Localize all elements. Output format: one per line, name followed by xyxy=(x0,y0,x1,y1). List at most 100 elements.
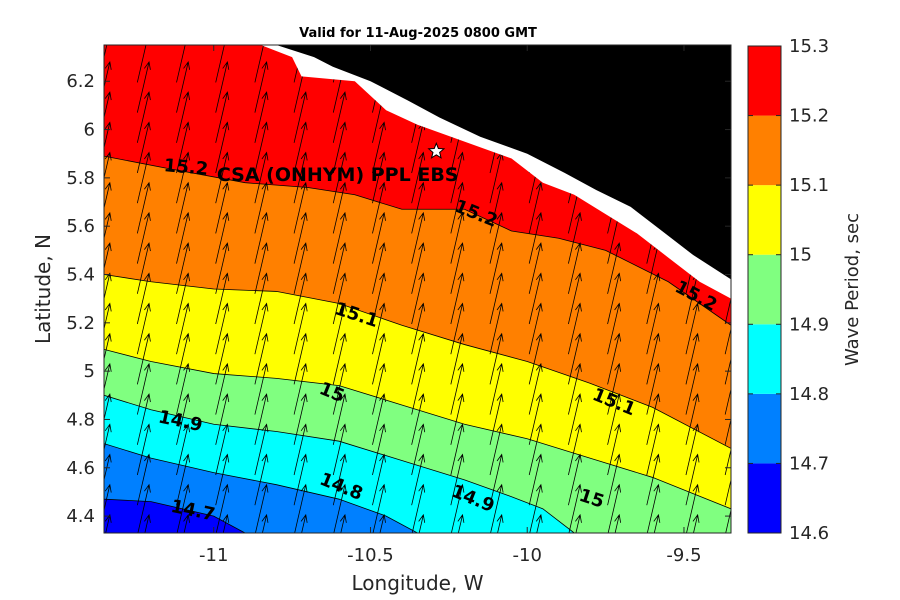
colorbar-frame xyxy=(747,45,782,534)
arrow xyxy=(254,45,264,83)
arrow xyxy=(332,423,347,476)
arrow xyxy=(332,242,347,294)
arrow xyxy=(333,483,347,533)
arrow xyxy=(411,332,426,385)
arrow xyxy=(489,211,504,264)
arrow xyxy=(535,513,543,533)
arrow xyxy=(450,272,465,325)
arrow xyxy=(254,393,269,445)
arrow xyxy=(176,272,190,325)
arrow xyxy=(215,151,230,204)
arrow xyxy=(411,302,426,355)
arrow xyxy=(176,453,190,506)
contour-line-15.1 xyxy=(104,274,731,449)
arrow xyxy=(411,362,426,415)
arrow xyxy=(293,362,308,415)
arrow xyxy=(489,453,504,506)
arrow xyxy=(607,332,622,385)
colorbar-swatch xyxy=(748,393,781,464)
arrow xyxy=(176,483,190,533)
arrow xyxy=(372,483,386,533)
arrow xyxy=(176,302,190,355)
arrow xyxy=(176,121,190,174)
arrow xyxy=(176,332,190,385)
arrow xyxy=(176,393,190,445)
arrow xyxy=(136,272,151,325)
arrow xyxy=(215,362,230,415)
arrow xyxy=(332,91,347,143)
arrow xyxy=(372,362,386,415)
arrow xyxy=(450,393,465,445)
land-mass xyxy=(276,45,731,280)
arrow xyxy=(136,242,151,294)
colorbar-swatch xyxy=(748,324,781,394)
arrow xyxy=(692,513,700,533)
arrow xyxy=(379,513,386,533)
plot-frame xyxy=(103,44,732,534)
arrow xyxy=(685,332,700,385)
arrow xyxy=(215,453,230,506)
arrow xyxy=(528,211,543,264)
arrow xyxy=(568,332,582,385)
colorbar: 14.6 14.7 14.8 14.9 15 15.1 15.2 15.3 Wave Perio… xyxy=(747,36,863,544)
arrow xyxy=(686,483,700,533)
arrow xyxy=(176,242,190,294)
arrow xyxy=(372,151,386,204)
arrow xyxy=(685,393,700,445)
arrow xyxy=(300,513,308,533)
arrow xyxy=(568,211,582,264)
arrow xyxy=(176,211,190,264)
arrow xyxy=(607,393,622,445)
arrow xyxy=(372,242,386,294)
arrow xyxy=(372,332,386,385)
colorbar-tick-label: 15 xyxy=(789,245,812,266)
arrow xyxy=(372,121,386,174)
arrow xyxy=(646,302,661,355)
arrow xyxy=(136,453,151,506)
arrow xyxy=(607,272,622,325)
arrow xyxy=(529,483,543,533)
arrow xyxy=(215,393,230,445)
arrow xyxy=(293,181,308,234)
arrow xyxy=(411,272,426,325)
arrow xyxy=(450,332,465,385)
arrow xyxy=(450,242,465,294)
arrow xyxy=(724,387,731,415)
arrow xyxy=(215,60,230,113)
arrow xyxy=(685,453,700,506)
arrow xyxy=(372,393,386,445)
arrow xyxy=(724,327,731,355)
arrow xyxy=(332,272,347,325)
x-tick-label: -10 xyxy=(513,545,542,566)
colorbar-tick-label: 14.9 xyxy=(789,314,829,335)
arrow xyxy=(215,332,230,385)
arrow xyxy=(293,423,308,476)
arrow xyxy=(568,302,582,355)
arrow xyxy=(215,483,230,533)
x-tick-label: -9.5 xyxy=(666,545,701,566)
arrow xyxy=(372,211,386,264)
arrow xyxy=(528,423,543,476)
arrow xyxy=(528,242,543,294)
colorbar-tick-label: 15.1 xyxy=(789,175,829,196)
arrow xyxy=(332,393,347,445)
arrow xyxy=(136,211,151,264)
y-tick-label: 5.4 xyxy=(66,265,95,286)
station-label: CSA (ONHYM) PPL EBS xyxy=(217,164,459,186)
arrow xyxy=(137,483,151,533)
y-tick-label: 5.8 xyxy=(66,168,95,189)
arrow xyxy=(411,453,426,506)
arrow xyxy=(450,181,465,234)
arrow xyxy=(489,242,504,294)
y-tick-label: 5 xyxy=(84,361,95,382)
arrow xyxy=(490,483,504,533)
arrow xyxy=(646,332,661,385)
colorbar-tick-label: 14.7 xyxy=(789,453,829,474)
arrow xyxy=(215,211,230,264)
map-layer: 15.215.215.215.115.1151514.914.914.814.7… xyxy=(104,45,731,533)
arrow xyxy=(254,423,269,476)
arrow xyxy=(372,181,386,234)
plot-area: 15.215.215.215.115.1151514.914.914.814.7… xyxy=(104,45,731,533)
arrow xyxy=(607,302,622,355)
arrow xyxy=(607,362,622,415)
